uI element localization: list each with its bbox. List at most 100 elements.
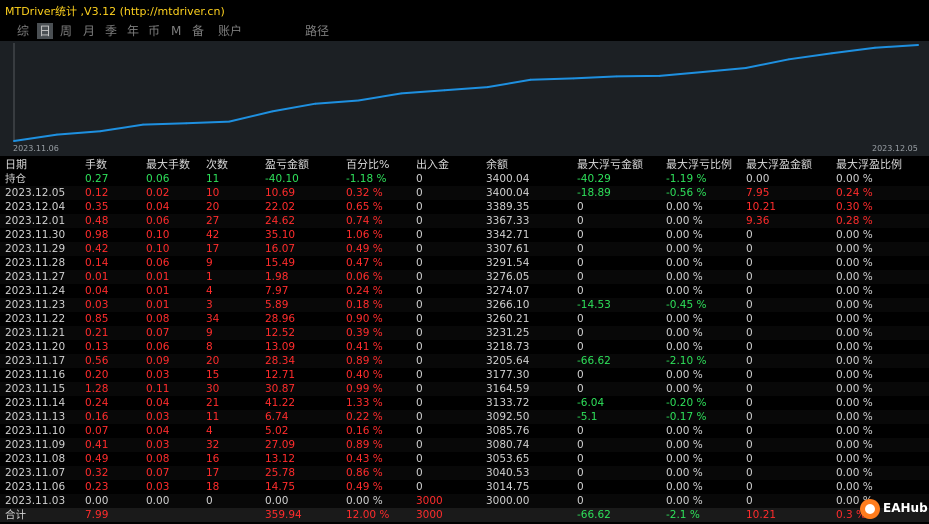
- table-cell: 0: [746, 439, 753, 451]
- table-cell: 3291.54: [486, 257, 530, 269]
- table-cell: 20: [206, 201, 220, 213]
- table-cell: 24.62: [265, 215, 296, 227]
- tab-2[interactable]: 周: [59, 24, 72, 38]
- table-cell: 0.00 %: [836, 453, 873, 465]
- table-cell: 0.24 %: [346, 285, 383, 297]
- table-cell: 0.00 %: [666, 257, 703, 269]
- table-row: 2023.11.17 0.56 0.09 20 28.34 0.89 % 0 3205.64 -…: [0, 354, 929, 368]
- table-cell: 0: [577, 369, 584, 381]
- tab-8[interactable]: 备: [191, 24, 204, 38]
- tab-4[interactable]: 季: [104, 24, 117, 38]
- table-cell: 0.00 %: [836, 229, 873, 241]
- equity-point: [400, 92, 403, 95]
- table-cell: 0.00 %: [836, 257, 873, 269]
- equity-point: [874, 46, 876, 49]
- table-cell: 0.01: [85, 271, 109, 283]
- position-row: 持仓 0.27 0.06 11 -40.10 -1.18 % 0 3400.04 -40.29 -…: [0, 172, 929, 186]
- table-cell: 2023.11.15: [5, 383, 66, 395]
- table-cell: 3274.07: [486, 285, 530, 297]
- tab-9[interactable]: 账户: [217, 24, 242, 38]
- table-cell: 0: [416, 397, 423, 409]
- equity-point: [658, 74, 661, 77]
- table-row: 2023.11.27 0.01 0.01 1 1.98 0.06 % 0 3276.05 0 0.…: [0, 270, 929, 284]
- table-cell: 0.24: [85, 397, 109, 409]
- table-row: 2023.11.21 0.21 0.07 9 12.52 0.39 % 0 3231.25 0 0…: [0, 326, 929, 340]
- tab-1[interactable]: 日: [37, 23, 53, 39]
- tab-10[interactable]: 路径: [304, 24, 329, 38]
- table-cell: 0.14: [85, 257, 109, 269]
- tab-6[interactable]: 币: [147, 24, 160, 38]
- table-cell: 0: [746, 397, 753, 409]
- table-cell: 2023.11.08: [5, 453, 66, 465]
- table-cell: 0: [416, 243, 423, 255]
- table-cell: 0.89 %: [346, 439, 383, 451]
- table-cell: 0.86 %: [346, 467, 383, 479]
- table-cell: 0: [416, 481, 423, 493]
- table-cell: 0.08: [146, 313, 170, 325]
- table-cell: 0.00 %: [836, 467, 873, 479]
- table-cell: 0: [746, 313, 753, 325]
- x-tick-label-end: 2023.12.05: [872, 144, 918, 153]
- table-cell: 2023.11.03: [5, 495, 66, 507]
- period-tabs: 综日周月季年币 M 备账户 路径: [0, 22, 929, 40]
- table-cell: 12.52: [265, 327, 296, 339]
- table-cell: 2023.11.13: [5, 411, 66, 423]
- table-cell: 0.12: [85, 187, 109, 199]
- equity-point: [13, 140, 15, 142]
- table-cell: 0.49 %: [346, 481, 383, 493]
- equity-point: [917, 44, 919, 46]
- table-cell: 10.21: [746, 201, 777, 213]
- table-cell: 持仓: [5, 173, 26, 185]
- table-cell: 0: [746, 285, 753, 297]
- table-cell: 2023.11.28: [5, 257, 66, 269]
- table-cell: 10: [206, 187, 220, 199]
- table-cell: 14.75: [265, 481, 296, 493]
- equity-chart-svg: [13, 43, 919, 142]
- table-cell: 0: [577, 495, 584, 507]
- table-cell: 0: [577, 383, 584, 395]
- table-cell: 3400.04: [486, 173, 530, 185]
- table-cell: 3367.33: [486, 215, 530, 227]
- table-row: 2023.11.10 0.07 0.04 4 5.02 0.16 % 0 3085.76 0 0.…: [0, 424, 929, 438]
- table-cell: 2023.11.30: [5, 229, 66, 241]
- table-cell: 0.00 %: [836, 411, 873, 423]
- table-cell: 0.74 %: [346, 215, 383, 227]
- equity-point: [744, 67, 747, 69]
- column-header: 最大浮亏金额: [577, 158, 643, 171]
- table-cell: 0.11: [146, 383, 170, 395]
- equity-point: [357, 99, 360, 102]
- table-cell: 0.41 %: [346, 341, 383, 353]
- tab-0[interactable]: 综: [16, 24, 29, 38]
- table-cell: 3389.35: [486, 201, 530, 213]
- table-cell: 0: [416, 257, 423, 269]
- table-cell: 0.42: [85, 243, 109, 255]
- table-cell: 3053.65: [486, 453, 530, 465]
- equity-point: [185, 122, 188, 125]
- table-cell: 0.09: [146, 355, 170, 367]
- table-cell: 0.00 %: [666, 439, 703, 451]
- table-cell: 3014.75: [486, 481, 530, 493]
- tab-7[interactable]: M: [171, 24, 182, 38]
- table-cell: 0.00 %: [666, 327, 703, 339]
- equity-point: [142, 123, 145, 126]
- table-cell: 0: [416, 215, 423, 227]
- table-cell: 0.06: [146, 257, 170, 269]
- table-cell: 0: [416, 299, 423, 311]
- table-cell: 0.20: [85, 369, 109, 381]
- table-cell: 2023.11.16: [5, 369, 66, 381]
- tab-3[interactable]: 月: [82, 24, 95, 38]
- table-cell: -40.10: [265, 173, 299, 185]
- table-cell: 2023.12.05: [5, 187, 66, 199]
- table-cell: 0.07: [146, 467, 170, 479]
- table-cell: 3000: [416, 509, 443, 521]
- table-cell: 0: [577, 467, 584, 479]
- table-cell: 15.49: [265, 257, 296, 269]
- table-cell: 0.22 %: [346, 411, 383, 423]
- table-cell: 2023.11.14: [5, 397, 66, 409]
- tab-5[interactable]: 年: [126, 24, 139, 38]
- table-cell: 3342.71: [486, 229, 530, 241]
- table-cell: 0: [416, 327, 423, 339]
- table-cell: 0.00 %: [836, 341, 873, 353]
- column-header: 最大浮盈比例: [836, 158, 902, 171]
- table-cell: 0.00 %: [666, 453, 703, 465]
